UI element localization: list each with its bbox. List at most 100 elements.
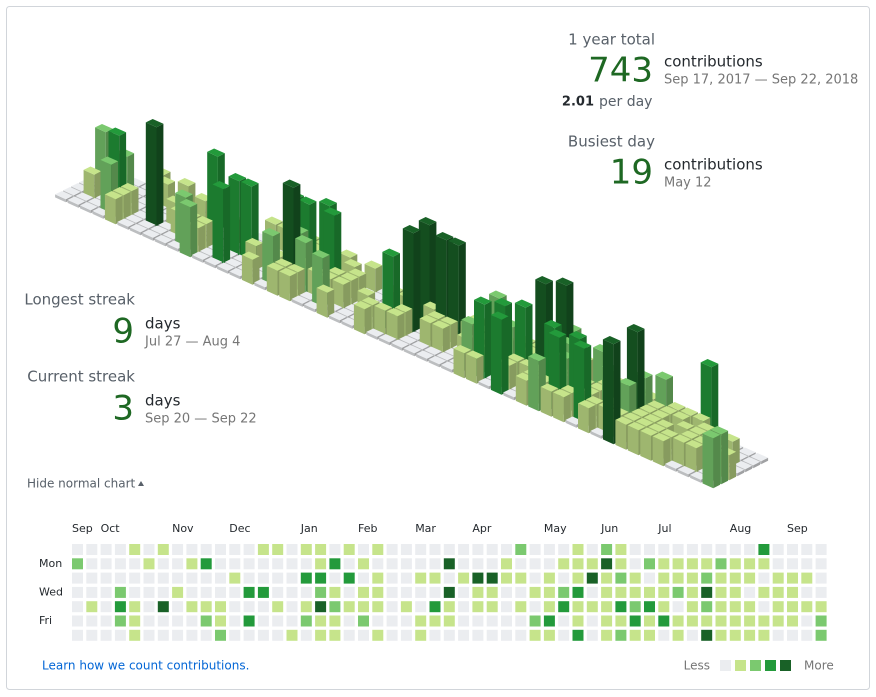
day-cell — [415, 615, 427, 627]
iso-face — [466, 353, 477, 384]
iso-face — [138, 182, 146, 190]
day-cell — [257, 558, 269, 570]
day-cell — [243, 629, 255, 641]
day-cell — [558, 586, 570, 598]
stat-value: 9 — [112, 312, 134, 352]
day-cell — [257, 601, 269, 613]
iso-face — [478, 381, 490, 390]
stat-unit: contributions — [664, 53, 763, 71]
help-link[interactable]: Learn how we count contributions. — [42, 659, 249, 673]
iso-top — [639, 404, 657, 413]
iso-face — [663, 437, 671, 467]
day-cell — [472, 572, 484, 584]
toggle-link[interactable]: Hide normal chart — [27, 477, 136, 491]
day-cell — [672, 601, 684, 613]
iso-top — [55, 191, 73, 200]
iso-face — [711, 363, 719, 443]
iso-face — [515, 375, 527, 406]
iso-face — [192, 254, 203, 263]
day-cell — [558, 544, 570, 555]
day-cell — [486, 544, 498, 555]
day-cell — [629, 601, 641, 613]
day-cell — [701, 629, 713, 641]
day-cell — [286, 558, 298, 570]
day-cell — [658, 615, 670, 627]
day-cell — [815, 601, 827, 613]
day-cell — [300, 601, 312, 613]
day-cell — [586, 615, 598, 627]
day-cell — [200, 629, 212, 641]
day-cell — [543, 558, 555, 570]
day-cell — [658, 558, 670, 570]
day-cell — [672, 558, 684, 570]
day-cell — [558, 629, 570, 641]
day-cell — [172, 629, 184, 641]
day-cell — [329, 601, 341, 613]
day-cell — [658, 544, 670, 555]
day-cell — [343, 544, 355, 555]
day-cell — [644, 586, 655, 598]
day-cell — [586, 558, 598, 570]
iso-face — [665, 463, 676, 472]
day-cell — [243, 586, 255, 598]
day-cell — [100, 629, 112, 641]
day-cell — [729, 601, 741, 613]
day-cell — [215, 558, 226, 570]
day-cell — [787, 615, 798, 627]
legend-swatch — [720, 660, 731, 671]
iso-face — [761, 457, 769, 465]
day-cell — [257, 629, 269, 641]
iso-top — [432, 320, 450, 329]
day-cell — [386, 629, 398, 641]
iso-face — [329, 315, 340, 324]
day-cell — [644, 629, 655, 641]
day-cell — [572, 615, 584, 627]
iso-face — [378, 337, 390, 346]
toggle-caret[interactable] — [138, 481, 144, 486]
iso-face — [484, 301, 492, 380]
day-cell — [129, 572, 141, 584]
iso-top — [660, 429, 679, 438]
iso-face — [640, 430, 651, 461]
iso-face — [117, 221, 129, 230]
day-cell — [458, 586, 470, 598]
day-cell — [644, 615, 655, 627]
day-cell — [601, 558, 613, 570]
iso-top — [282, 179, 301, 188]
iso-top — [569, 331, 587, 340]
day-cell — [787, 586, 798, 598]
iso-top — [697, 422, 715, 431]
isometric-chart — [55, 119, 769, 489]
iso-box — [55, 191, 73, 203]
iso-box — [129, 224, 148, 236]
iso-top — [702, 430, 721, 439]
day-cell — [415, 572, 427, 584]
day-cell — [672, 615, 684, 627]
stat-range: Sep 20 — Sep 22 — [145, 412, 257, 427]
day-cell — [172, 615, 184, 627]
day-cell — [672, 572, 684, 584]
day-cell — [114, 544, 126, 555]
day-cell — [615, 572, 627, 584]
day-cell — [629, 629, 641, 641]
iso-top — [626, 324, 645, 333]
legend-swatch — [750, 660, 761, 671]
day-cell — [300, 586, 312, 598]
day-cell — [443, 544, 455, 555]
day-cell — [129, 558, 141, 570]
iso-top — [573, 340, 592, 349]
iso-top — [366, 328, 384, 337]
day-cell — [515, 601, 527, 613]
day-cell — [501, 572, 512, 584]
iso-face — [391, 342, 402, 351]
iso-top — [117, 218, 135, 227]
day-cell — [386, 601, 398, 613]
iso-face — [279, 271, 290, 302]
iso-box — [145, 119, 164, 228]
day-cell — [229, 558, 241, 570]
iso-face — [673, 437, 684, 468]
iso-top — [245, 238, 263, 247]
day-cell — [758, 629, 770, 641]
day-cell — [501, 615, 512, 627]
day-cell — [615, 629, 627, 641]
